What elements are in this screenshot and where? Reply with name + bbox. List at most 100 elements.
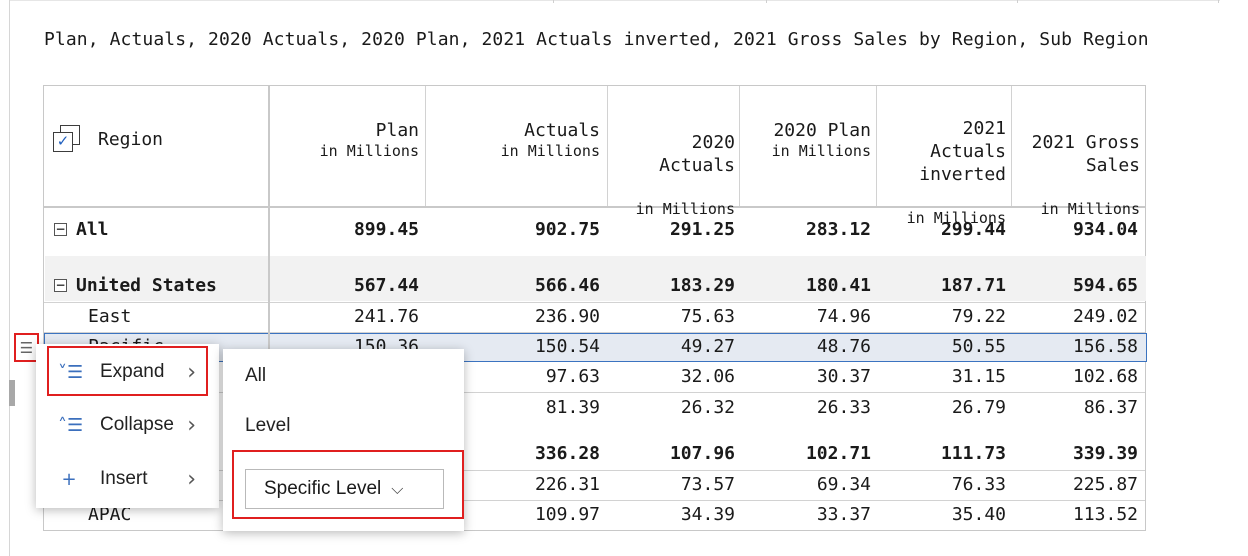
value-cell: 113.52 [1072, 504, 1138, 525]
value-cell: 35.40 [951, 504, 1006, 525]
specific-level-label: Specific Level [264, 478, 382, 499]
value-cell: 934.04 [1072, 219, 1138, 240]
value-cell: 291.25 [669, 219, 735, 240]
value-cell: 299.44 [940, 219, 1006, 240]
value-cell: 75.63 [680, 306, 735, 327]
value-cell: 594.65 [1072, 275, 1138, 296]
row-divider [44, 500, 1145, 501]
value-cell: 73.57 [680, 474, 735, 495]
column-divider [425, 86, 426, 206]
hierarchy-select-icon[interactable]: ✓ [53, 125, 81, 153]
col-header-actuals[interactable]: Actuals in Millions [434, 119, 600, 160]
col-unit: in Millions [906, 209, 1006, 227]
value-cell: 69.34 [816, 474, 871, 495]
value-cell: 97.63 [545, 366, 600, 387]
value-cell: 156.58 [1072, 336, 1138, 357]
specific-level-highlight [232, 450, 464, 519]
value-cell: 33.37 [816, 504, 871, 525]
top-tick [553, 0, 554, 3]
row-context-menu: ˅☰ Expand › ˄☰ Collapse › + Insert › [36, 344, 219, 508]
col-unit: in Millions [500, 142, 600, 160]
row-united-states[interactable]: − United States [54, 275, 217, 296]
value-cell: 74.96 [816, 306, 871, 327]
chevron-down-icon: ⌵ [391, 479, 404, 498]
column-divider [607, 86, 608, 206]
chevron-right-icon: › [187, 359, 196, 385]
value-cell: 107.96 [669, 443, 735, 464]
row-divider [44, 470, 1145, 471]
collapse-toggle-icon[interactable]: − [54, 278, 67, 292]
col-unit: in Millions [1040, 200, 1140, 218]
submenu-item-level[interactable]: Level [245, 415, 291, 436]
column-divider [739, 86, 740, 206]
row-label: All [76, 219, 109, 240]
col-unit: in Millions [771, 142, 871, 160]
value-cell: 31.15 [951, 366, 1006, 387]
value-cell: 86.37 [1083, 397, 1138, 418]
column-divider [1011, 86, 1012, 206]
value-cell: 236.90 [534, 306, 600, 327]
plus-icon: + [61, 468, 77, 490]
row-label-east[interactable]: East [88, 306, 132, 327]
value-cell: 32.06 [680, 366, 735, 387]
region-header[interactable]: ✓ Region [53, 125, 163, 153]
value-cell: 187.71 [940, 275, 1006, 296]
column-divider [268, 86, 270, 530]
chevron-right-icon: › [187, 466, 196, 492]
menu-item-insert[interactable]: + Insert › [36, 455, 219, 503]
col-unit: in Millions [319, 142, 419, 160]
value-cell: 225.87 [1072, 474, 1138, 495]
menu-item-expand[interactable]: ˅☰ Expand › [36, 348, 219, 396]
menu-item-label: Collapse [100, 414, 174, 435]
row-label: United States [76, 275, 217, 296]
value-cell: 111.73 [940, 443, 1006, 464]
col-unit: in Millions [635, 200, 735, 218]
menu-item-collapse[interactable]: ˄☰ Collapse › [36, 401, 219, 449]
top-tick [1218, 0, 1219, 3]
col-title: Actuals [524, 120, 600, 141]
column-divider [876, 86, 877, 206]
header-divider [44, 206, 1145, 208]
value-cell: 150.54 [534, 336, 600, 357]
col-header-2021-actuals-inverted[interactable]: 2021 Actuals inverted in Millions [884, 94, 1006, 250]
col-title: Plan [375, 120, 419, 141]
col-title: 2021 Gross Sales [1031, 132, 1140, 176]
chevron-right-icon: › [187, 412, 196, 438]
value-cell: 567.44 [353, 275, 419, 296]
value-cell: 109.97 [534, 504, 600, 525]
value-cell: 899.45 [353, 219, 419, 240]
col-title: 2020 Actuals [659, 132, 735, 176]
value-cell: 180.41 [805, 275, 871, 296]
col-header-2020-plan[interactable]: 2020 Plan in Millions [744, 119, 871, 160]
value-cell: 76.33 [951, 474, 1006, 495]
row-all[interactable]: − All [54, 219, 109, 240]
value-cell: 249.02 [1072, 306, 1138, 327]
value-cell: 226.31 [534, 474, 600, 495]
value-cell: 26.32 [680, 397, 735, 418]
col-title: 2021 Actuals inverted [919, 118, 1006, 185]
expand-highlight [47, 346, 208, 396]
top-divider [10, 0, 1220, 1]
col-header-plan[interactable]: Plan in Millions [284, 119, 419, 160]
col-header-2021-gross-sales[interactable]: 2021 Gross Sales in Millions [1016, 108, 1140, 241]
row-divider [44, 302, 1145, 303]
value-cell: 336.28 [534, 443, 600, 464]
region-header-label: Region [98, 128, 164, 150]
expand-icon: ˅☰ [58, 361, 84, 383]
value-cell: 902.75 [534, 219, 600, 240]
specific-level-dropdown[interactable]: Specific Level ⌵ [245, 469, 444, 509]
col-title: 2020 Plan [773, 120, 871, 141]
submenu-item-all[interactable]: All [245, 365, 267, 386]
chart-caption: Plan, Actuals, 2020 Actuals, 2020 Plan, … [44, 29, 1149, 50]
value-cell: 566.46 [534, 275, 600, 296]
left-rail [9, 0, 10, 556]
row-label-apac[interactable]: APAC [88, 504, 132, 525]
row-divider [44, 392, 1145, 393]
row-menu-icon[interactable]: ☰ [14, 333, 39, 362]
collapse-toggle-icon[interactable]: − [54, 222, 67, 236]
resize-handle[interactable] [9, 380, 15, 406]
top-tick [766, 0, 767, 3]
col-header-2020-actuals[interactable]: 2020 Actuals in Millions [614, 108, 735, 241]
value-cell: 26.79 [951, 397, 1006, 418]
value-cell: 49.27 [680, 336, 735, 357]
